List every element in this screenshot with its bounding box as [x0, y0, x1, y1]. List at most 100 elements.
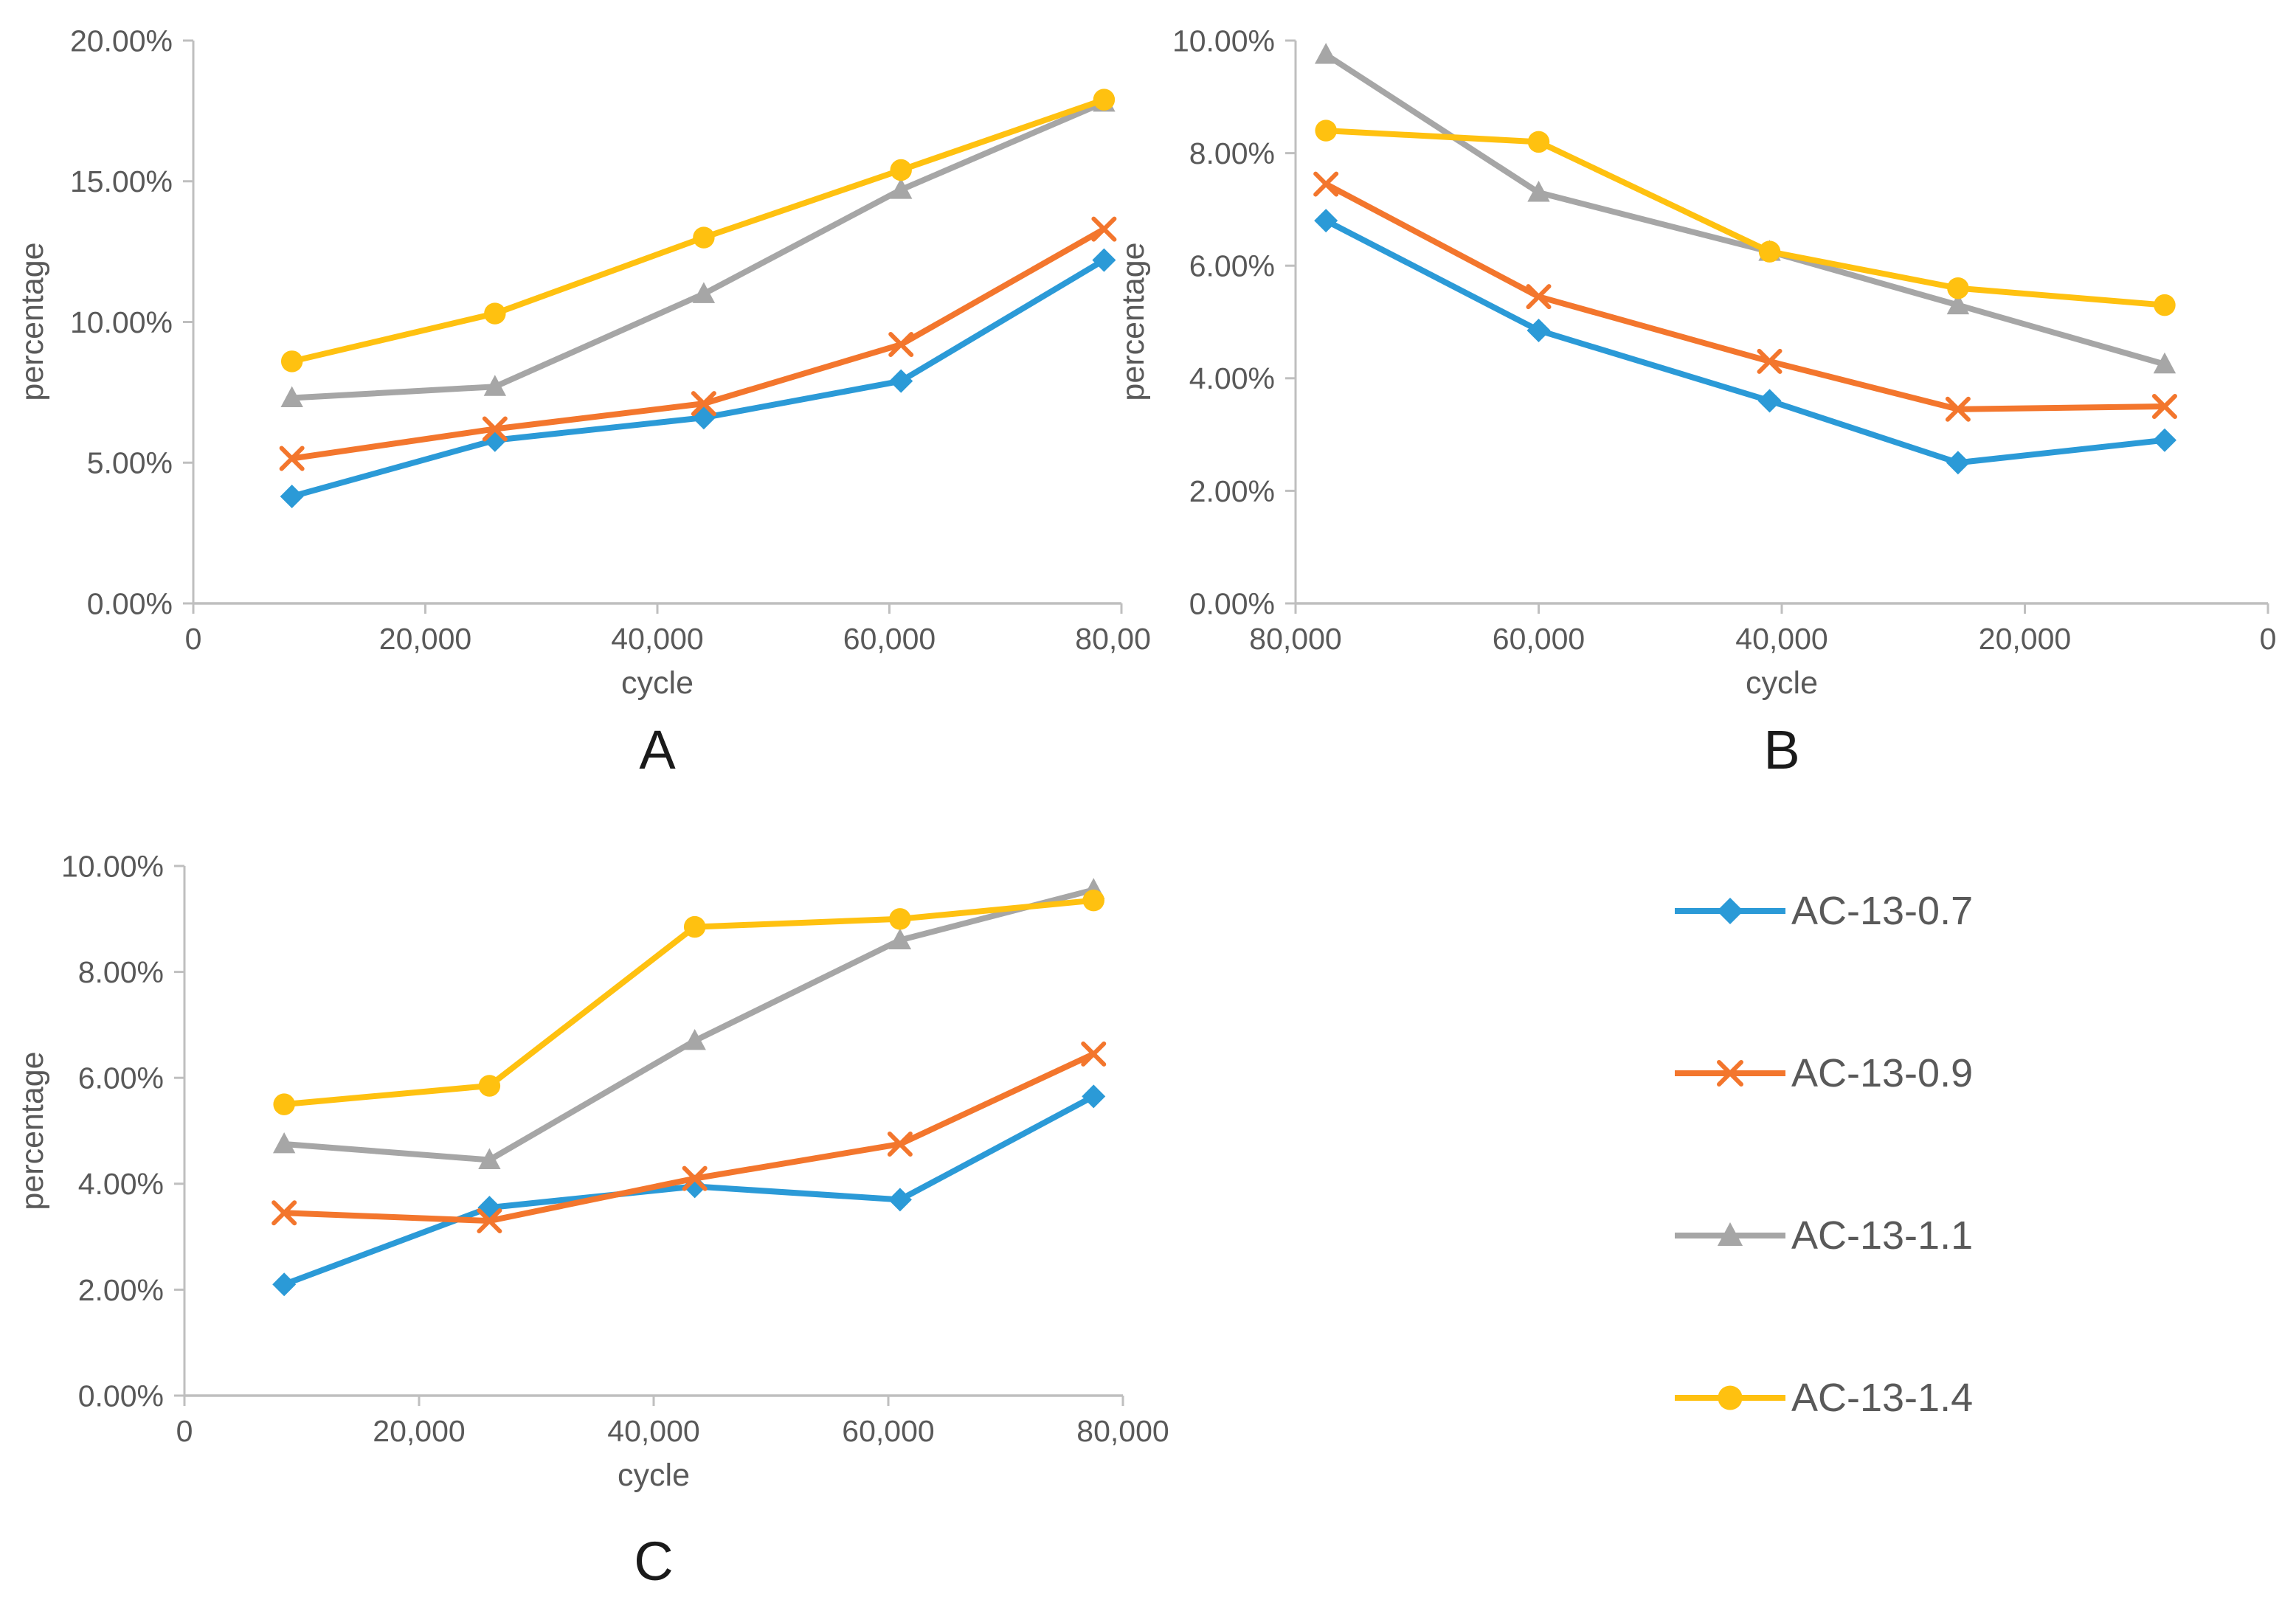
diamond-marker-icon — [1082, 1084, 1106, 1109]
diamond-marker-icon — [1092, 248, 1116, 272]
legend-circle-swatch-icon — [1675, 1385, 1785, 1410]
tick-labels: 0.00% 2.00% 4.00% 6.00% 8.00% 10.00% 0 20,000 40… — [61, 849, 1169, 1448]
chart-B: 0.00% 2.00% 4.00% 6.00% 8.00% 10.00% 0 20,000 40… — [1121, 24, 2277, 701]
circle-marker-icon — [2154, 294, 2176, 316]
series-AC-13-1.1 — [272, 878, 1105, 1169]
x-marker-icon — [477, 1208, 502, 1234]
triangle-marker-icon — [280, 386, 303, 407]
series-AC-13-1.4 — [273, 889, 1104, 1115]
x-marker-icon — [279, 446, 305, 471]
circle-marker-icon — [1947, 277, 1969, 299]
y-tick-label: 8.00% — [78, 955, 164, 989]
circle-marker-icon — [478, 1075, 501, 1097]
x-marker-icon — [272, 1200, 297, 1226]
diamond-marker-icon — [272, 1272, 297, 1297]
tick-labels: 0.00% 5.00% 10.00% 15.00% 20.00% 0 20,000 40,00… — [70, 24, 1151, 656]
x-marker-icon — [888, 332, 914, 358]
series-AC-13-0.9 — [272, 1041, 1107, 1234]
y-tick-label: 2.00% — [78, 1273, 164, 1307]
x-tick-label: 40,000 — [607, 1414, 699, 1448]
panel-A-letter: A — [639, 719, 676, 780]
y-tick-label: 6.00% — [1189, 249, 1275, 283]
x-axis-title: cycle — [621, 665, 694, 701]
circle-marker-icon — [683, 915, 706, 938]
triangle-marker-icon — [1314, 43, 1338, 64]
y-axis-title: percentage — [1121, 242, 1151, 401]
x-tick-label: 40,000 — [1735, 622, 1828, 656]
series-line — [288, 226, 1107, 462]
x-marker-icon — [482, 416, 508, 442]
legend-x-swatch-icon — [1675, 1060, 1785, 1087]
axis-titles: cycle percentage — [15, 242, 694, 701]
triangle-marker-icon — [888, 928, 912, 949]
series-AC-13-1.4 — [280, 89, 1116, 373]
series-AC-13-1.4 — [1315, 119, 2176, 316]
axis-titles: cycle percentage — [15, 1051, 690, 1493]
diamond-marker-icon — [1946, 451, 1970, 475]
y-axis-title: percentage — [15, 1051, 50, 1210]
triangle-marker-icon — [478, 1148, 501, 1169]
y-tick-label: 4.00% — [1189, 361, 1275, 395]
diamond-marker-icon — [889, 369, 913, 393]
x-marker-icon — [1526, 284, 1552, 310]
x-marker-icon — [691, 391, 716, 417]
triangle-marker-icon — [1717, 1222, 1743, 1247]
axes — [192, 41, 1121, 605]
y-tick-label: 0.00% — [87, 586, 173, 620]
panel-B: 0.00% 2.00% 4.00% 6.00% 8.00% 10.00% 0 20,000 40… — [1121, 0, 2296, 806]
panel-C-letter: C — [634, 1531, 674, 1592]
panel-A: 0.00% 5.00% 10.00% 15.00% 20.00% 0 20,000 40,00… — [0, 0, 1151, 806]
x-marker-icon — [1945, 396, 1971, 422]
x-tick-label: 0 — [185, 622, 202, 656]
x-marker-icon — [1081, 1041, 1107, 1067]
legend-item: AC-13-0.9 — [1675, 1053, 1973, 1093]
series-line — [1323, 128, 2168, 308]
y-tick-label: 15.00% — [70, 164, 173, 198]
legend-diamond-swatch-icon — [1675, 898, 1785, 924]
legend-item: AC-13-0.7 — [1675, 891, 1973, 931]
triangle-marker-icon — [483, 375, 507, 396]
diamond-marker-icon — [1526, 318, 1551, 342]
circle-marker-icon — [890, 159, 912, 181]
circle-marker-icon — [1315, 119, 1337, 142]
x-tick-label: 60,000 — [842, 1414, 934, 1448]
y-tick-label: 10.00% — [61, 849, 164, 883]
y-axis-title: percentage — [15, 242, 50, 401]
y-tick-label: 2.00% — [1189, 474, 1275, 508]
x-tick-label: 0 — [2260, 622, 2277, 656]
panel-B-letter: B — [1763, 719, 1800, 780]
triangle-marker-icon — [272, 1132, 296, 1154]
x-tick-label: 80,000 — [1075, 622, 1151, 656]
triangle-marker-icon — [1527, 181, 1550, 202]
triangle-marker-icon — [683, 1028, 706, 1050]
x-marker-icon — [2151, 393, 2177, 419]
x-marker-icon — [1717, 1060, 1743, 1087]
legend-item: AC-13-1.1 — [1675, 1216, 1973, 1255]
circle-marker-icon — [693, 226, 715, 249]
y-tick-label: 5.00% — [87, 446, 173, 480]
series-AC-13-0.9 — [1313, 171, 2177, 422]
circle-marker-icon — [889, 908, 911, 930]
y-tick-label: 20.00% — [70, 24, 173, 58]
x-tick-label: 60,000 — [1493, 622, 1585, 656]
triangle-marker-icon — [1946, 293, 1970, 315]
legend-triangle-swatch-icon — [1675, 1222, 1785, 1247]
x-tick-label: 20,000 — [1979, 622, 2071, 656]
circle-marker-icon — [273, 1093, 295, 1115]
x-marker-icon — [682, 1165, 708, 1191]
legend-label: AC-13-0.7 — [1791, 889, 1974, 933]
y-tick-label: 10.00% — [70, 305, 173, 339]
y-tick-label: 0.00% — [78, 1379, 164, 1413]
panel-C: 0.00% 2.00% 4.00% 6.00% 8.00% 10.00% 0 20,000 40… — [0, 806, 1291, 1611]
y-tick-label: 4.00% — [78, 1167, 164, 1201]
series-line — [1323, 218, 2168, 466]
series-line — [288, 99, 1107, 401]
circle-marker-icon — [484, 302, 506, 325]
triangle-marker-icon — [692, 282, 716, 303]
circle-marker-icon — [1082, 889, 1104, 912]
x-tick-label: 20,000 — [373, 1414, 465, 1448]
legend-item: AC-13-1.4 — [1675, 1378, 1973, 1418]
circle-marker-icon — [1527, 131, 1550, 153]
circle-marker-icon — [1758, 240, 1781, 263]
legend-label: AC-13-1.1 — [1791, 1213, 1974, 1258]
